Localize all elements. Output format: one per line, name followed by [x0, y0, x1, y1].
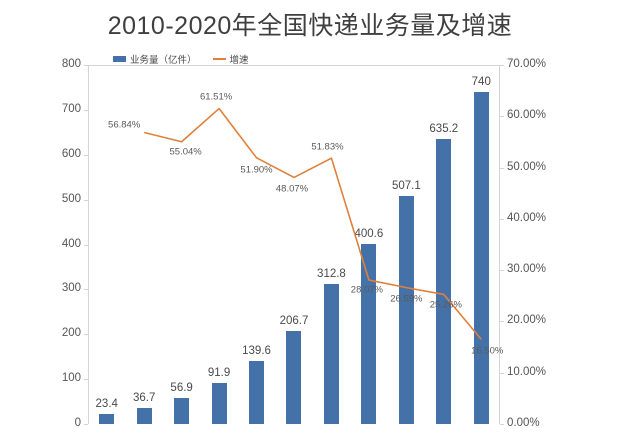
y-axis-left-tick-label: 0 — [74, 417, 81, 429]
chart-title: 2010-2020年全国快递业务量及增速 — [107, 12, 513, 40]
y-axis-right-tick-mark — [500, 424, 504, 425]
bar[interactable]: 139.6 — [242, 345, 271, 424]
bar-value-label: 56.9 — [170, 382, 193, 395]
y-axis-right-tick-label: 10.00% — [507, 365, 547, 378]
y-axis-right-tick-mark — [500, 270, 504, 272]
legend-line-swatch-icon — [212, 58, 226, 60]
bar[interactable]: 23.4 — [96, 398, 118, 424]
growth-value-label: 61.51% — [199, 91, 233, 103]
legend-label-volume: 业务量（亿件） — [130, 55, 197, 66]
growth-value-label: 25.26% — [429, 299, 462, 311]
bar-slot: 206.7 — [275, 65, 312, 424]
growth-value-label: 16.50% — [471, 345, 504, 357]
bar-value-label: 36.7 — [132, 391, 156, 404]
y-axis-left-tick-mark — [84, 289, 88, 291]
y-axis-right-tick-mark — [500, 116, 504, 118]
y-axis-left-tick-label: 800 — [61, 58, 81, 70]
bar-slot: 400.6 — [350, 65, 387, 424]
bar-value-label: 23.4 — [95, 397, 118, 410]
legend-item-growth[interactable]: 增速 — [212, 52, 249, 66]
bar[interactable]: 740 — [472, 76, 491, 424]
bar-value-label: 740 — [471, 75, 491, 88]
y-axis-right-tick-label: 70.00% — [507, 58, 547, 70]
legend-label-growth: 增速 — [229, 55, 249, 66]
bar[interactable]: 635.2 — [429, 123, 458, 424]
bar[interactable]: 400.6 — [355, 228, 383, 424]
bar-slot: 23.4 — [88, 65, 125, 424]
bar-value-label: 635.2 — [429, 122, 459, 135]
bar[interactable]: 206.7 — [280, 315, 308, 424]
growth-value-label: 26.59% — [390, 293, 423, 305]
bar-value-label: 206.7 — [279, 315, 309, 328]
y-axis-left-tick-label: 400 — [61, 237, 81, 250]
y-axis-left-tick-mark — [84, 379, 88, 381]
y-axis-left-tick-mark — [84, 334, 88, 336]
y-axis-right-tick-mark — [500, 321, 504, 323]
growth-value-label: 51.90% — [240, 164, 273, 176]
y-axis-left-tick-mark — [84, 154, 88, 156]
x-axis-line — [88, 65, 500, 66]
bar-slot: 139.6 — [238, 65, 275, 424]
y-axis-left-tick-mark — [84, 424, 88, 425]
legend-bar-swatch-icon — [113, 56, 126, 62]
y-axis-left-tick-label: 300 — [61, 282, 81, 295]
y-axis-right-tick-mark — [500, 372, 504, 374]
y-axis-right-tick-label: 60.00% — [507, 109, 547, 122]
bar-slot: 91.9 — [200, 65, 237, 424]
growth-value-label: 48.07% — [275, 183, 309, 195]
plot-area: 0 100 200 300 400 500 600 700 800 0.00% 10.00% 20.… — [62, 58, 546, 428]
bar-value-label: 139.6 — [242, 345, 271, 358]
y-axis-left-tick-mark — [84, 244, 88, 246]
y-axis-left-line — [88, 65, 89, 424]
y-axis-right-tick-mark — [500, 65, 504, 66]
bar-series: 23.4 36.7 56.9 91.9 139.6 206.7 312.8 400.6 507.… — [88, 65, 500, 424]
bar-slot: 56.9 — [163, 65, 200, 424]
bar-slot: 36.7 — [125, 65, 162, 424]
bar-value-label: 400.6 — [354, 228, 384, 241]
y-axis-right-tick-label: 20.00% — [507, 314, 547, 327]
y-axis-left-tick-label: 600 — [61, 147, 81, 160]
y-axis-left-tick-label: 100 — [61, 372, 81, 385]
y-axis-right-tick-label: 50.00% — [507, 160, 547, 173]
growth-value-label: 55.04% — [169, 146, 202, 158]
bar-slot: 635.2 — [425, 65, 462, 424]
y-axis-left-tick-label: 500 — [61, 192, 81, 205]
y-axis-right-tick-label: 30.00% — [507, 263, 547, 276]
y-axis-right-tick-label: 40.00% — [507, 211, 547, 224]
growth-value-label: 56.84% — [108, 119, 141, 131]
bar[interactable]: 91.9 — [208, 367, 230, 424]
y-axis-left-tick-mark — [84, 199, 88, 201]
y-axis-right-tick-mark — [500, 167, 504, 169]
bar-value-label: 312.8 — [317, 267, 346, 280]
chart-legend: 业务量（亿件） 增速 — [113, 52, 249, 66]
y-axis-left-tick-label: 200 — [61, 327, 81, 340]
legend-item-volume[interactable]: 业务量（亿件） — [113, 52, 197, 66]
y-axis-left-tick-mark — [84, 109, 88, 111]
bar-slot: 312.8 — [313, 65, 350, 424]
bar-value-label: 507.1 — [391, 180, 421, 193]
bar[interactable]: 36.7 — [133, 392, 155, 424]
y-axis-right-tick-label: 0.00% — [507, 417, 540, 429]
bar[interactable]: 312.8 — [317, 268, 346, 424]
growth-value-label: 51.83% — [311, 141, 344, 153]
growth-value-label: 28.07% — [350, 284, 384, 296]
bar-slot: 740 — [463, 65, 500, 424]
bar-slot: 507.1 — [388, 65, 425, 424]
y-axis-right-tick-mark — [500, 218, 504, 220]
y-axis-right-line — [499, 65, 500, 424]
bar-value-label: 91.9 — [207, 366, 231, 379]
y-axis-left-tick-mark — [84, 65, 88, 66]
bar[interactable]: 507.1 — [392, 180, 421, 424]
bar[interactable]: 56.9 — [170, 382, 193, 424]
y-axis-left-tick-label: 700 — [61, 102, 81, 115]
